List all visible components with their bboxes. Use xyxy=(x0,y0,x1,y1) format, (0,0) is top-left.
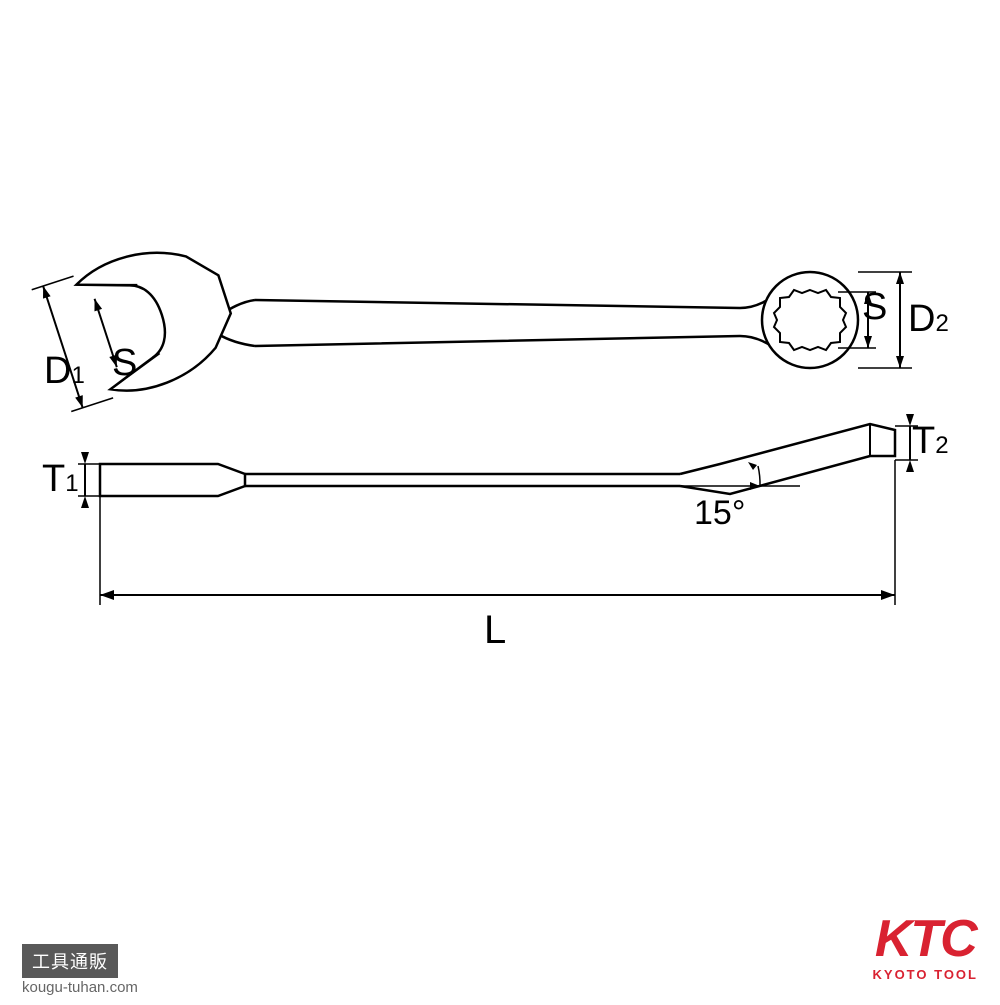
label-angle: 15° xyxy=(694,494,745,533)
technical-diagram: D1 S S D2 T1 T2 15° L xyxy=(0,0,1000,1000)
label-length-text: L xyxy=(484,608,506,652)
footer-badge: 工具通販 xyxy=(22,944,118,978)
label-d1-text: D1 xyxy=(44,350,85,392)
label-t2: T2 xyxy=(912,420,949,463)
logo-sub-text: KYOTO TOOL xyxy=(873,967,978,982)
label-angle-text: 15° xyxy=(694,494,745,532)
label-s-left: S xyxy=(112,342,137,385)
label-s-right: S xyxy=(862,286,887,329)
brand-logo: KTC KYOTO TOOL xyxy=(873,913,978,982)
footer-url-text: kougu-tuhan.com xyxy=(22,979,138,996)
footer-badge-text: 工具通販 xyxy=(32,952,108,972)
label-s-right-text: S xyxy=(862,286,887,328)
logo-main-text: KTC xyxy=(875,910,976,968)
footer-url: kougu-tuhan.com xyxy=(22,979,138,996)
label-t1: T1 xyxy=(42,458,79,501)
label-t1-text: T1 xyxy=(42,458,79,500)
label-d1: D1 xyxy=(44,350,85,393)
label-s-left-text: S xyxy=(112,342,137,384)
label-d2-text: D2 xyxy=(908,298,949,340)
logo-main: KTC xyxy=(873,913,978,965)
label-d2: D2 xyxy=(908,298,949,341)
label-t2-text: T2 xyxy=(912,420,949,462)
logo-sub: KYOTO TOOL xyxy=(873,967,978,982)
wrench-diagram-svg xyxy=(0,0,1000,1000)
label-length: L xyxy=(484,608,506,653)
